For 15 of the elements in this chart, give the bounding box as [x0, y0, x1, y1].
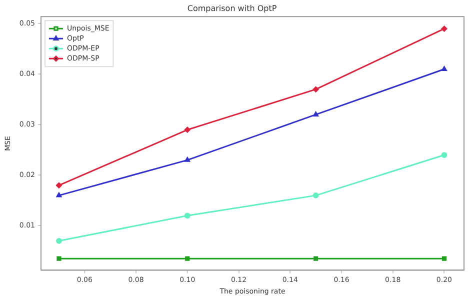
point [312, 86, 319, 92]
point [441, 152, 448, 158]
point [56, 256, 62, 261]
point [56, 192, 62, 198]
point [184, 212, 190, 219]
point [442, 256, 447, 261]
point [441, 26, 448, 32]
point [314, 256, 318, 261]
point [312, 192, 319, 198]
point [56, 238, 62, 244]
point [184, 126, 190, 133]
point [442, 66, 447, 71]
chart-title: Comparison with OptP [187, 4, 277, 13]
point [185, 256, 190, 261]
point [56, 182, 62, 188]
